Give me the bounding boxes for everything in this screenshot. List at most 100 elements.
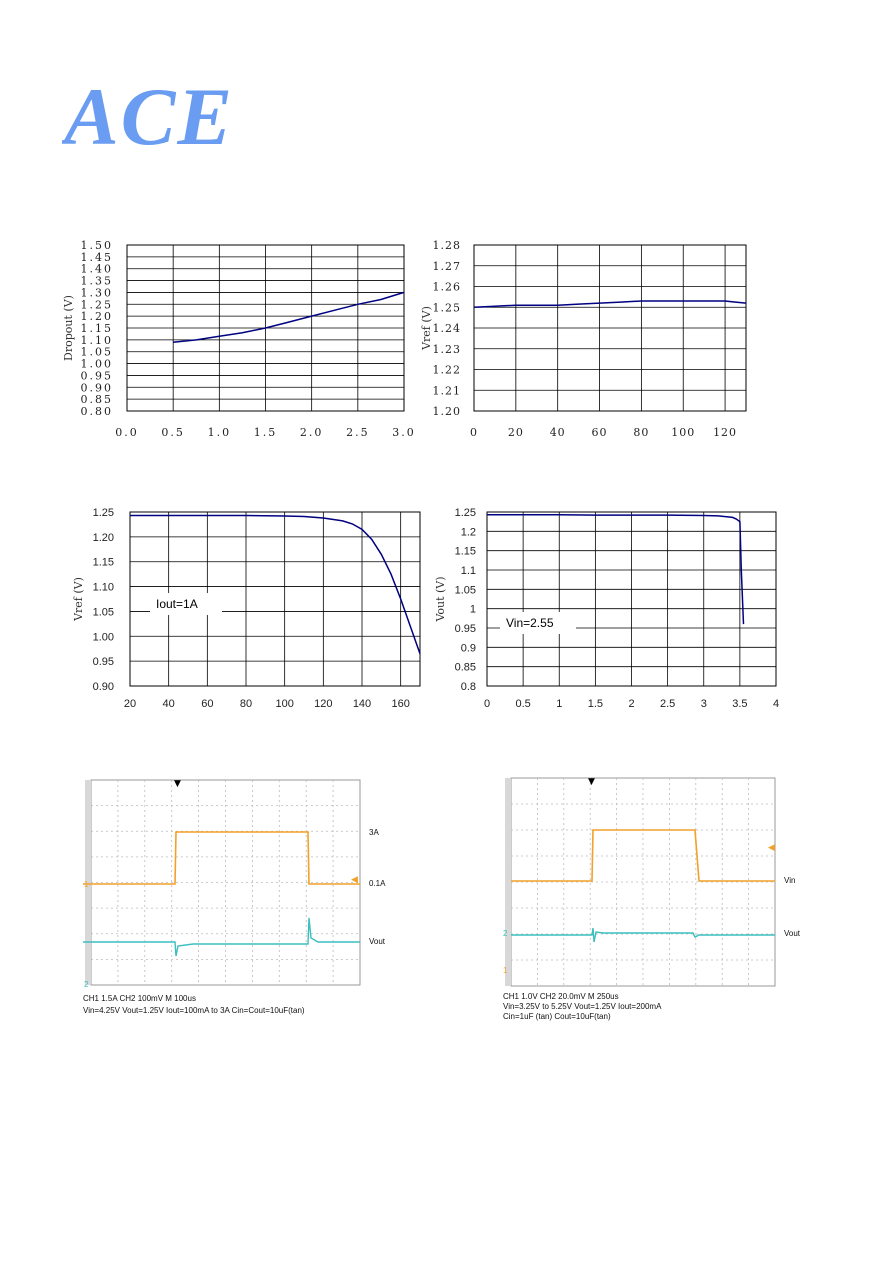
chart-1-xtick-label: 60 — [592, 426, 608, 439]
chart-0-xtick-label: 0.0 — [115, 426, 139, 439]
chart-3-xtick-label: 3.5 — [732, 698, 747, 710]
chart-1-ytick-label: 1.25 — [433, 301, 462, 314]
chart-0-ytick-label: 0.90 — [81, 381, 114, 394]
chart-3-ytick-label: 1.1 — [461, 565, 476, 577]
scope1-screen: ▼ ◀ — [83, 779, 361, 986]
scope1-level-icon: ◀ — [351, 875, 358, 885]
chart-2-ytick-label: 1.20 — [93, 532, 114, 544]
scope2-ch2-trace — [511, 927, 775, 943]
chart-3-xtick-label: 2.5 — [660, 698, 675, 710]
chart-1-xtick-label: 80 — [633, 426, 649, 439]
chart-1-series-line — [473, 300, 747, 309]
chart-2-annotation: Iout=1A — [156, 597, 198, 611]
chart-1-ytick-label: 1.23 — [433, 343, 462, 356]
chart-0-ytick-label: 0.80 — [81, 405, 114, 418]
chart-0-ytick-label: 1.00 — [81, 358, 114, 371]
chart-1-xtick-label: 20 — [508, 426, 524, 439]
logo-text: ACE — [62, 74, 234, 162]
chart-0-ytick-label: 0.95 — [81, 369, 114, 382]
chart-1-xtick-label: 100 — [671, 426, 695, 439]
scope-gridline — [85, 780, 91, 985]
chart-3-ytick-label: 0.95 — [455, 623, 476, 635]
chart-3-ytick-label: 1.15 — [455, 546, 476, 558]
chart-3-series-line — [487, 513, 745, 625]
chart-3-ylabel: Vout (V) — [434, 576, 447, 622]
chart-2-frame — [129, 511, 421, 687]
chart-1-xtick-label: 40 — [550, 426, 566, 439]
chart-3-xtick-label: 0 — [484, 698, 490, 710]
chart-0-xtick-label: 1.5 — [254, 426, 278, 439]
chart-1-ytick-label: 1.22 — [433, 364, 462, 377]
chart-1-ytick-label: 1.20 — [433, 405, 462, 418]
chart-2-ytick-label: 0.95 — [93, 656, 114, 668]
chart-1-xtick-label: 120 — [713, 426, 737, 439]
scope2-trigger-icon: ▼ — [588, 777, 595, 787]
chart-3-ytick-label: 1.2 — [461, 526, 476, 538]
scope2-caption-line1: CH1 1.0V CH2 20.0mV M 250us — [503, 992, 619, 1001]
scope1-ch1-low-label: 0.1A — [369, 879, 386, 888]
scope2-level-icon: ◀ — [768, 843, 775, 853]
scope1-ch2-label: Vout — [369, 937, 386, 946]
chart-0-ytick-label: 1.15 — [81, 322, 114, 335]
chart-1-ytick-label: 1.24 — [433, 322, 462, 335]
scope1-trigger-icon: ▼ — [174, 779, 181, 789]
chart-2: 1.25 1.20 1.15 1.10 1.05 1.00 0.95 0.90 20 40 60 80… — [72, 507, 421, 710]
chart-3-ytick-label: 1 — [470, 604, 476, 616]
chart-3: 1.25 1.2 1.15 1.1 1.05 1 0.95 0.9 0.85 0.8 0 0.5 1 1.… — [434, 507, 779, 710]
chart-0-xtick-label: 0.5 — [161, 426, 185, 439]
chart-0-xtick-label: 2.0 — [300, 426, 324, 439]
chart-2-xtick-label: 120 — [314, 698, 332, 710]
chart-3-xtick-label: 3 — [701, 698, 707, 710]
chart-1-ylabel: Vref (V) — [420, 306, 433, 351]
chart-3-ytick-label: 1.25 — [455, 507, 476, 519]
chart-1: 1.28 1.27 1.26 1.25 1.24 1.23 1.22 1.21 1.20 0 20 4… — [420, 239, 747, 439]
scope2-caption-line2: Vin=3.25V to 5.25V Vout=1.25V Iout=200mA — [503, 1002, 662, 1011]
chart-0-ytick-label: 1.25 — [81, 298, 114, 311]
chart-2-ytick-label: 1.05 — [93, 606, 114, 618]
scope1-ch2-marker: 2 — [84, 980, 89, 989]
chart-3-xtick-label: 4 — [773, 698, 779, 710]
chart-2-ytick-label: 0.90 — [93, 681, 114, 693]
chart-2-xtick-label: 160 — [391, 698, 409, 710]
chart-0-ytick-label: 1.40 — [81, 263, 114, 276]
chart-3-ytick-label: 0.85 — [455, 662, 476, 674]
scope1-ch1-trace — [83, 831, 360, 885]
chart-2-annotation-box — [150, 593, 222, 615]
chart-1-xtick-label: 0 — [470, 426, 478, 439]
scope1-caption-line1: CH1 1.5A CH2 100mV M 100us — [83, 994, 196, 1003]
chart-3-frame — [486, 511, 777, 687]
chart-0-frame — [126, 244, 405, 412]
chart-1-ytick-label: 1.28 — [433, 239, 462, 252]
chart-2-ytick-label: 1.15 — [93, 557, 114, 569]
chart-0-xtick-label: 3.0 — [392, 426, 416, 439]
chart-0-ytick-label: 1.45 — [81, 251, 114, 264]
chart-2-xtick-label: 80 — [240, 698, 252, 710]
chart-0-ytick-label: 1.05 — [81, 346, 114, 359]
chart-3-ytick-label: 0.8 — [461, 681, 476, 693]
scope2-ch1-marker: 1 — [503, 966, 508, 975]
load-transient-scope: ▼ ◀ 1 2 3A 0.1A Vout CH1 1.5A CH2 100mV … — [83, 776, 386, 1026]
line-transient-scope: ▼ ◀ 2 1 Vin Vout CH1 1.0V CH2 20.0mV M 2… — [503, 776, 813, 1026]
chart-0-xtick-label: 1.0 — [208, 426, 232, 439]
chart-1-ytick-label: 1.26 — [433, 281, 462, 294]
chart-3-annotation: Vin=2.55 — [506, 616, 554, 630]
scope2-ch2-marker: 2 — [503, 929, 508, 938]
chart-3-ytick-label: 1.05 — [455, 584, 476, 596]
chart-0-ytick-label: 1.20 — [81, 310, 114, 323]
chart-2-ytick-label: 1.25 — [93, 507, 114, 519]
scope1-ch1-marker: 1 — [84, 880, 89, 889]
chart-1-frame — [473, 244, 747, 412]
chart-0-ytick-label: 1.35 — [81, 275, 114, 288]
chart-3-xtick-label: 0.5 — [515, 698, 530, 710]
chart-0-xtick-label: 2.5 — [346, 426, 370, 439]
chart-2-ytick-label: 1.00 — [93, 631, 114, 643]
chart-2-series-line — [130, 514, 421, 654]
chart-1-ytick-label: 1.27 — [433, 260, 462, 273]
chart-2-xtick-label: 40 — [163, 698, 175, 710]
chart-2-xtick-label: 100 — [275, 698, 293, 710]
chart-3-xtick-label: 2 — [628, 698, 634, 710]
ace-logo: ACE — [62, 74, 234, 162]
chart-2-ylabel: Vref (V) — [72, 577, 85, 622]
chart-0-ytick-label: 1.10 — [81, 334, 114, 347]
